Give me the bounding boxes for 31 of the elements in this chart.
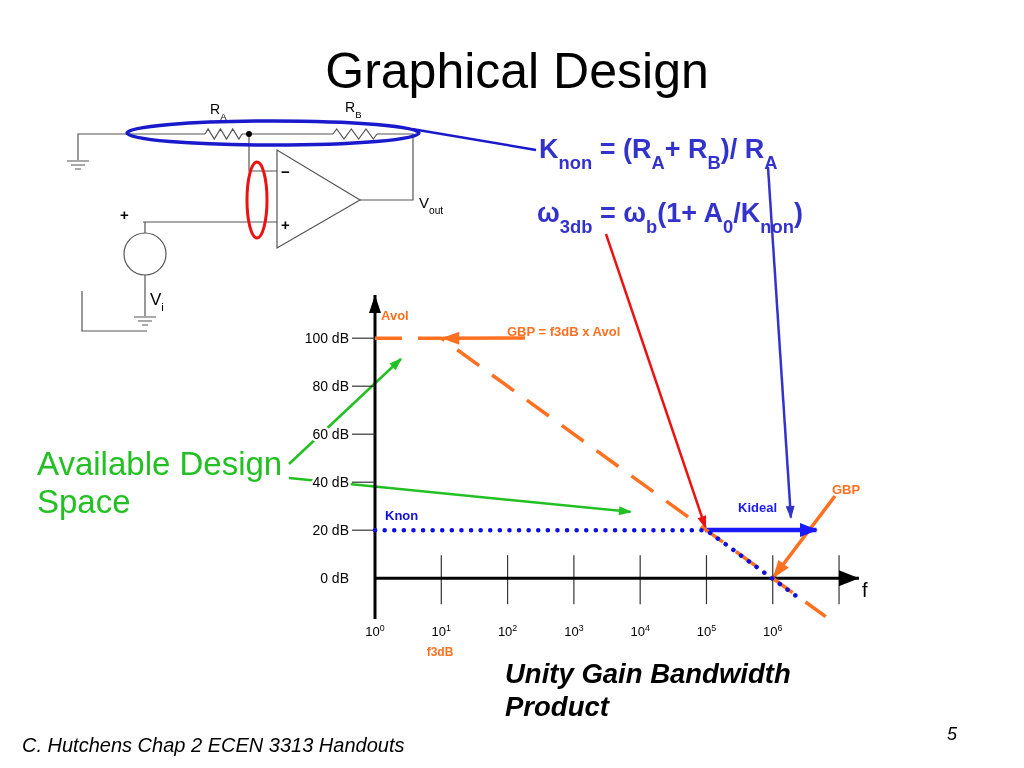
annotation: GBP [832,482,861,497]
text: K$_{non}$ = (R$_{A}$+ R$_{B}$)/ R$_{A}$ [539,134,778,173]
text: V$_{i}$ [150,290,164,313]
series-label: Knon [385,508,419,524]
annotation: Kideal [738,500,778,515]
text: R$_{A}$ [210,101,228,122]
x-axis-title: f [862,579,868,602]
series-label: Avol [381,308,409,324]
x-tick-label: 10$^{0}$ [365,623,385,639]
text: Unity Gain Bandwidth Product [505,658,791,722]
y-tick-label: 0 dB [320,570,349,587]
x-tick-label: 10$^{1}$ [431,623,452,639]
x-tick-label: 10$^{5}$ [696,623,717,639]
text: V$_{out}$ [419,194,444,216]
text: R$_{B}$ [345,99,362,120]
x-tick-label: 10$^{4}$ [630,623,650,639]
text: Available Design Space [37,445,283,520]
x-tick-label: 10$^{2}$ [497,623,518,639]
chart-title: Graphical Design [325,43,709,99]
y-tick-label: 100 dB [304,330,349,347]
x-tick-label: 10$^{6}$ [763,623,783,639]
y-tick-label: 80 dB [312,378,349,395]
text: − [281,163,290,180]
text: 5 [946,724,958,744]
y-tick-label: 20 dB [312,522,349,539]
text: f3dB [426,645,454,659]
annotation: GBP = f3dB x Avol [507,324,621,339]
text: + [120,206,129,223]
text: C. Hutchens Chap 2 ECEN 3313 Handouts [22,734,405,756]
text: + [281,216,290,233]
x-tick-label: 10$^{3}$ [564,623,584,639]
